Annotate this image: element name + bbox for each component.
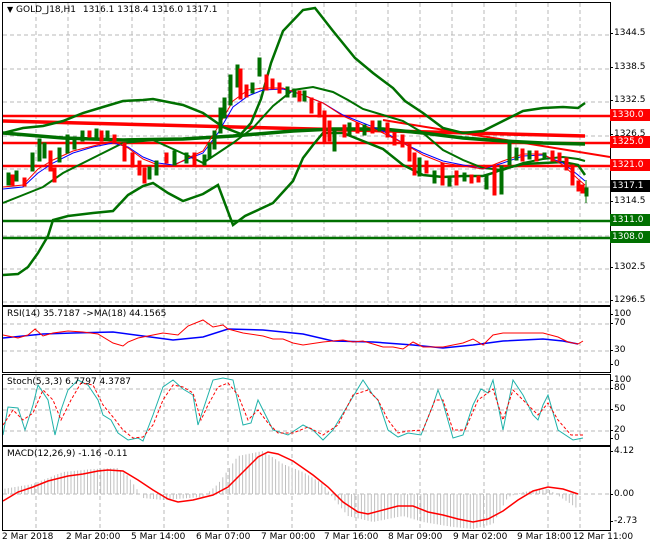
- price-tick: 1296.5: [610, 295, 646, 305]
- time-label: 2 Mar 20:00: [66, 532, 121, 542]
- triangle-down-icon[interactable]: ▼: [7, 5, 14, 14]
- rsi-panel[interactable]: RSI(14) 35.7187 ->MA(18) 44.1565: [2, 306, 611, 373]
- level-label-resistance: 1325.0: [610, 136, 650, 148]
- symbol-timeframe: GOLD_J18,H1: [16, 5, 76, 15]
- time-label: 9 Mar 18:00: [517, 532, 572, 542]
- price-tick: 1302.5: [610, 262, 646, 272]
- chart-title: ▼ GOLD_J18,H1 1316.1 1318.4 1316.0 1317.…: [7, 5, 217, 15]
- time-axis[interactable]: 2 Mar 2018 2 Mar 20:00 5 Mar 14:00 6 Mar…: [0, 530, 650, 550]
- rsi-axis: 100 70 30 0: [610, 306, 650, 371]
- stoch-tick: 80: [610, 383, 625, 393]
- macd-tick: -2.73: [610, 516, 637, 526]
- stoch-tick: 50: [610, 404, 625, 414]
- rsi-canvas: [3, 307, 610, 372]
- price-axis[interactable]: 1344.5 1338.5 1332.5 1326.5 1314.5 1302.…: [610, 0, 650, 306]
- price-tick: 1338.5: [610, 62, 646, 72]
- price-tick: 1332.5: [610, 95, 646, 105]
- price-chart-panel[interactable]: ▼ GOLD_J18,H1 1316.1 1318.4 1316.0 1317.…: [2, 2, 611, 306]
- stoch-tick: 0: [610, 433, 620, 443]
- stochastic-axis: 100 80 50 20 0: [610, 374, 650, 444]
- time-label: 12 Mar 11:00: [573, 532, 634, 542]
- level-label-support: 1308.0: [610, 231, 650, 243]
- macd-title: MACD(12,26,9) -1.16 -0.11: [7, 449, 128, 459]
- macd-tick: 0.00: [610, 489, 634, 499]
- macd-tick: 4.12: [610, 446, 634, 456]
- price-tick: 1344.5: [610, 28, 646, 38]
- price-tick: 1326.5: [610, 129, 646, 139]
- time-label: 8 Mar 09:00: [388, 532, 443, 542]
- time-label: 6 Mar 07:00: [196, 532, 251, 542]
- stoch-tick: 100: [610, 375, 631, 385]
- time-label: 7 Mar 00:00: [261, 532, 316, 542]
- rsi-title: RSI(14) 35.7187 ->MA(18) 44.1565: [7, 309, 167, 319]
- rsi-tick: 100: [610, 309, 631, 319]
- current-price-label: 1317.1: [610, 180, 650, 192]
- time-label: 9 Mar 02:00: [453, 532, 508, 542]
- time-label: 2 Mar 2018: [2, 532, 54, 542]
- stochastic-canvas: [3, 375, 610, 445]
- rsi-tick: 0: [610, 359, 620, 369]
- rsi-tick: 70: [610, 318, 625, 328]
- macd-canvas: [3, 447, 610, 530]
- level-label-resistance: 1321.0: [610, 159, 650, 171]
- macd-axis: 4.12 0.00 -2.73: [610, 446, 650, 529]
- stoch-tick: 20: [610, 425, 625, 435]
- level-label-resistance: 1330.0: [610, 109, 650, 121]
- level-label-support: 1311.0: [610, 214, 650, 226]
- price-chart-canvas: [3, 3, 610, 305]
- macd-histogram: [4, 451, 577, 529]
- time-label: 7 Mar 16:00: [324, 532, 379, 542]
- rsi-tick: 30: [610, 345, 625, 355]
- stochastic-title: Stoch(5,3,3) 6.7797 4.3787: [7, 377, 132, 387]
- price-tick: 1314.5: [610, 196, 646, 206]
- ohlc-values: 1316.1 1318.4 1316.0 1317.1: [82, 5, 218, 15]
- time-label: 5 Mar 14:00: [131, 532, 186, 542]
- stochastic-panel[interactable]: Stoch(5,3,3) 6.7797 4.3787: [2, 374, 611, 446]
- macd-panel[interactable]: MACD(12,26,9) -1.16 -0.11: [2, 446, 611, 531]
